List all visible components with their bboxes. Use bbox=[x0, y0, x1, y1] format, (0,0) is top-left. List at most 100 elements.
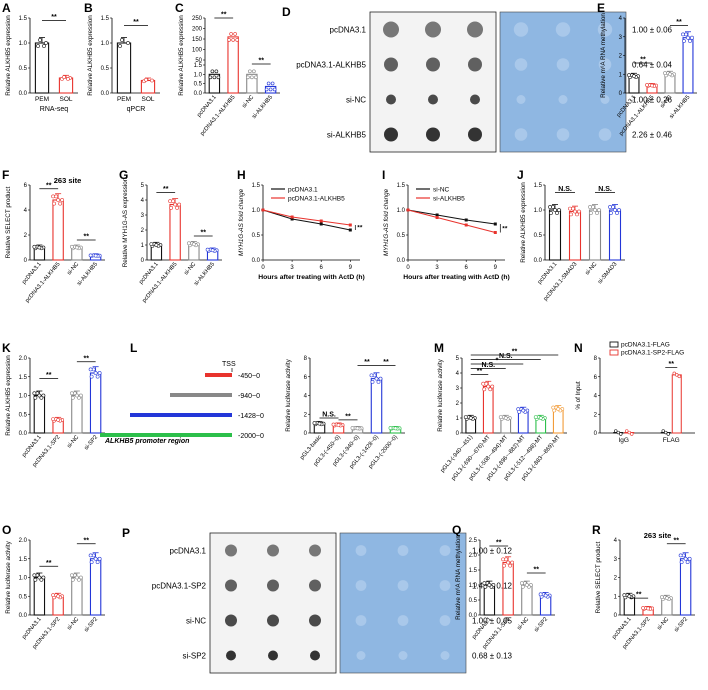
panel-label: C bbox=[175, 1, 184, 15]
sig-label: ** bbox=[676, 19, 682, 26]
blot-value: 1.00 ± 0.12 bbox=[472, 547, 513, 556]
y-axis-label: Relative ALKHB5 expression bbox=[87, 15, 94, 96]
data-point bbox=[650, 84, 653, 87]
blot-dot-stain bbox=[517, 95, 526, 104]
data-point bbox=[525, 583, 528, 586]
legend-entry: si-ALKHB5 bbox=[433, 196, 465, 203]
y-tick-label: 1.0 bbox=[19, 394, 28, 400]
blot-dot-stain bbox=[441, 651, 450, 660]
y-tick-label: 1.0 bbox=[19, 576, 28, 582]
data-point bbox=[555, 211, 558, 214]
x-tick-label: si-NC bbox=[183, 261, 197, 276]
blot-dot bbox=[267, 615, 279, 627]
blot-dot bbox=[468, 128, 482, 142]
data-point bbox=[313, 421, 316, 424]
sig-label: ** bbox=[383, 359, 389, 366]
data-point bbox=[33, 245, 36, 248]
blot-row-label: si-ALKHB5 bbox=[327, 131, 367, 140]
data-point bbox=[407, 209, 410, 212]
data-point bbox=[613, 208, 616, 211]
y-tick-label: 0.5 bbox=[397, 233, 406, 239]
data-point bbox=[504, 416, 507, 419]
series-line bbox=[408, 210, 495, 224]
blot-dot bbox=[225, 545, 237, 557]
blot-dot-stain bbox=[440, 545, 451, 556]
sig-label: ** bbox=[84, 537, 90, 544]
data-point bbox=[483, 388, 486, 391]
y-tick-label: 0.0 bbox=[397, 258, 406, 264]
data-point bbox=[89, 368, 92, 371]
bar bbox=[672, 375, 681, 433]
blot-row-label: pcDNA3.1-SP2 bbox=[152, 582, 207, 591]
construct-label: -940~0 bbox=[238, 393, 260, 400]
x-axis-label: Hours after treating with ActD (h) bbox=[403, 274, 510, 281]
data-point bbox=[647, 607, 650, 610]
sig-label: N.S. bbox=[322, 412, 336, 419]
data-point bbox=[522, 409, 525, 412]
y-tick-label: 150 bbox=[192, 37, 203, 43]
y-tick-label: 2.5 bbox=[469, 538, 478, 544]
y-tick-label: 0.5 bbox=[19, 66, 28, 72]
sig-label: N.S. bbox=[481, 362, 495, 369]
blot-dot-stain bbox=[398, 580, 409, 591]
data-point bbox=[681, 33, 684, 36]
data-point bbox=[628, 595, 631, 598]
blot-dot-stain bbox=[557, 58, 570, 71]
data-point bbox=[71, 396, 74, 399]
blot-value: 1.00 ± 0.06 bbox=[632, 26, 673, 35]
blot-dot-stain bbox=[357, 651, 366, 660]
data-point bbox=[230, 32, 233, 35]
blot-dot bbox=[467, 22, 483, 38]
data-point bbox=[619, 433, 622, 436]
blot-row-label: pcDNA3.1-ALKHB5 bbox=[296, 61, 366, 70]
x-tick-label: 3 bbox=[290, 265, 294, 271]
x-tick-label: si-SP2 bbox=[674, 616, 690, 633]
data-point bbox=[503, 564, 506, 567]
data-point bbox=[557, 208, 560, 211]
y-tick-label: 2 bbox=[594, 412, 598, 418]
data-point bbox=[684, 557, 687, 560]
panel-label: J bbox=[517, 168, 524, 182]
data-point bbox=[539, 593, 542, 596]
data-point bbox=[573, 210, 576, 213]
blot-value: 2.26 ± 0.46 bbox=[632, 131, 673, 140]
data-point bbox=[517, 408, 520, 411]
y-tick-label: 1.5 bbox=[194, 63, 203, 69]
data-point bbox=[521, 585, 524, 588]
data-point bbox=[174, 203, 177, 206]
y-tick-label: 8 bbox=[594, 356, 598, 362]
data-point bbox=[464, 416, 467, 419]
data-point bbox=[483, 582, 486, 585]
blot-row-label: pcDNA3.1 bbox=[330, 26, 367, 35]
y-axis-label: % of Input bbox=[575, 381, 582, 410]
blot-dot bbox=[384, 58, 398, 72]
data-point bbox=[465, 219, 468, 222]
y-tick-label: 2.0 bbox=[19, 356, 28, 362]
data-point bbox=[70, 392, 73, 395]
panel-label: F bbox=[2, 168, 9, 182]
blot-row-label: pcDNA3.1 bbox=[170, 547, 207, 556]
data-point bbox=[75, 246, 78, 249]
data-point bbox=[534, 416, 537, 419]
sig-label: ** bbox=[46, 560, 52, 567]
data-point bbox=[569, 213, 572, 216]
data-point bbox=[351, 426, 354, 429]
y-tick-label: 1 bbox=[456, 416, 460, 422]
blot-dot bbox=[226, 651, 236, 661]
sig-label: N.S. bbox=[499, 353, 513, 360]
y-tick-label: 1.5 bbox=[397, 183, 406, 189]
x-tick-label: si-NC bbox=[656, 616, 670, 631]
data-point bbox=[320, 220, 323, 223]
y-tick-label: 100 bbox=[192, 48, 203, 54]
data-point bbox=[118, 44, 121, 47]
y-axis-label: Relative luciferase activity bbox=[5, 540, 12, 613]
construct-label: -1428~0 bbox=[238, 413, 264, 420]
data-point bbox=[248, 70, 251, 73]
blot-dot bbox=[470, 95, 480, 105]
data-point bbox=[273, 88, 276, 91]
data-point bbox=[89, 254, 92, 257]
